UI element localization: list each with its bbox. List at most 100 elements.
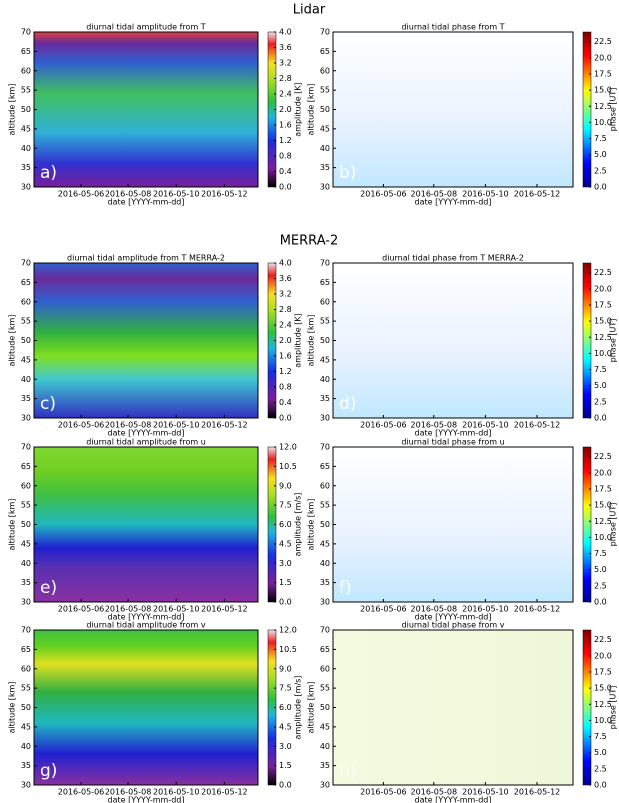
heatmap [333, 263, 573, 418]
panel-letter: g) [40, 761, 57, 781]
x-tick-label: 2016-05-10 [462, 605, 509, 614]
colorbar-tick-label: 2.5 [594, 764, 607, 773]
colorbar [582, 629, 592, 786]
y-tick-label: 55 [320, 317, 330, 326]
colorbar-tick-label: 12.5 [594, 700, 612, 709]
section-title: MERRA-2 [280, 234, 339, 249]
y-tick-label: 40 [320, 742, 330, 751]
x-tick-label: 2016-05-06 [360, 421, 407, 430]
colorbar-tick-label: 22.5 [594, 452, 612, 461]
colorbar-tick-label: 2.4 [279, 90, 292, 99]
x-tick-label: 2016-05-12 [514, 421, 561, 430]
y-axis-label: altitude [km] [8, 84, 17, 136]
y-tick-label: 60 [320, 297, 330, 306]
y-tick-label: 30 [320, 781, 330, 790]
y-tick-label: 30 [320, 414, 330, 423]
x-tick-label: 2016-05-12 [201, 190, 248, 199]
colorbar-tick-label: 0.0 [279, 781, 292, 790]
y-axis-label: altitude [km] [307, 315, 316, 367]
x-tick-label: 2016-05-08 [411, 421, 458, 430]
y-tick-label: 30 [320, 183, 330, 192]
colorbar [582, 262, 592, 419]
y-tick-label: 65 [320, 462, 330, 471]
y-tick-label: 35 [320, 578, 330, 587]
colorbar-tick-label: 2.0 [279, 336, 292, 345]
y-tick-label: 60 [320, 66, 330, 75]
colorbar-tick-label: 2.4 [279, 321, 292, 330]
colorbar-tick-label: 9.0 [279, 481, 292, 490]
y-tick-label: 70 [320, 28, 330, 37]
panel-letter: h) [339, 761, 356, 781]
y-tick-label: 70 [21, 28, 31, 37]
x-axis-label: date [YYYY-mm-dd] [415, 613, 492, 622]
colorbar-tick-label: 7.5 [279, 684, 292, 693]
colorbar-tick-label: 4.0 [279, 259, 292, 268]
colorbar-tick-label: 4.5 [279, 722, 292, 731]
panel-letter: b) [339, 163, 356, 183]
y-tick-label: 30 [320, 598, 330, 607]
colorbar-tick-label: 0.0 [594, 414, 607, 423]
colorbar-tick-label: 0.4 [279, 167, 292, 176]
heatmap [34, 32, 258, 187]
y-tick-label: 35 [21, 578, 31, 587]
y-tick-label: 65 [21, 278, 31, 287]
x-tick-label: 2016-05-06 [360, 605, 407, 614]
x-tick-label: 2016-05-08 [105, 421, 152, 430]
y-tick-label: 55 [21, 501, 31, 510]
colorbar-tick-label: 0.8 [279, 383, 292, 392]
y-tick-label: 50 [21, 336, 31, 345]
colorbar-tick-label: 1.2 [279, 367, 292, 376]
colorbar-tick-label: 15.0 [594, 86, 612, 95]
x-tick-label: 2016-05-06 [360, 788, 407, 797]
y-tick-label: 40 [320, 559, 330, 568]
colorbar-tick-label: 4.0 [279, 28, 292, 37]
colorbar-tick-label: 15.0 [594, 501, 612, 510]
y-tick-label: 50 [320, 336, 330, 345]
x-tick-label: 2016-05-10 [153, 605, 200, 614]
y-tick-label: 70 [320, 626, 330, 635]
y-tick-label: 45 [320, 124, 330, 133]
y-tick-label: 35 [21, 394, 31, 403]
colorbar-label: phase [UT] [609, 319, 618, 363]
y-tick-label: 50 [21, 703, 31, 712]
colorbar-tick-label: 3.6 [279, 274, 292, 283]
colorbar-tick-label: 1.6 [279, 121, 292, 130]
colorbar-tick-label: 3.6 [279, 43, 292, 52]
panel-title: diurnal tidal amplitude from T MERRA-2 [67, 254, 225, 263]
colorbar-tick-label: 15.0 [594, 684, 612, 693]
x-tick-label: 2016-05-08 [105, 190, 152, 199]
colorbar-tick-label: 10.0 [594, 716, 612, 725]
panel-title: diurnal tidal phase from v [402, 621, 505, 630]
x-axis-label: date [YYYY-mm-dd] [415, 429, 492, 438]
colorbar-tick-label: 17.5 [594, 667, 612, 676]
x-tick-label: 2016-05-08 [105, 605, 152, 614]
y-tick-label: 30 [21, 183, 31, 192]
colorbar-tick-label: 5.0 [594, 565, 607, 574]
y-tick-label: 60 [21, 297, 31, 306]
colorbar-tick-label: 2.5 [594, 397, 607, 406]
y-tick-label: 50 [320, 520, 330, 529]
colorbar-tick-label: 5.0 [594, 381, 607, 390]
panel-letter: c) [40, 394, 56, 414]
heatmap [34, 447, 258, 602]
y-tick-label: 55 [21, 684, 31, 693]
colorbar-tick-label: 1.6 [279, 352, 292, 361]
panel-title: diurnal tidal amplitude from v [86, 621, 205, 630]
y-tick-label: 60 [21, 481, 31, 490]
y-tick-label: 45 [21, 722, 31, 731]
colorbar-tick-label: 3.0 [279, 742, 292, 751]
colorbar-tick-label: 12.0 [279, 443, 297, 452]
heatmap [34, 263, 258, 418]
y-tick-label: 40 [21, 375, 31, 384]
heatmap [34, 630, 258, 785]
y-tick-label: 35 [320, 761, 330, 770]
x-tick-label: 2016-05-12 [201, 788, 248, 797]
panel-letter: e) [40, 578, 57, 598]
y-tick-label: 45 [320, 355, 330, 364]
y-tick-label: 60 [320, 664, 330, 673]
x-tick-label: 2016-05-12 [514, 190, 561, 199]
y-tick-label: 60 [21, 66, 31, 75]
colorbar-tick-label: 10.0 [594, 533, 612, 542]
colorbar-tick-label: 10.0 [594, 118, 612, 127]
y-tick-label: 50 [320, 105, 330, 114]
